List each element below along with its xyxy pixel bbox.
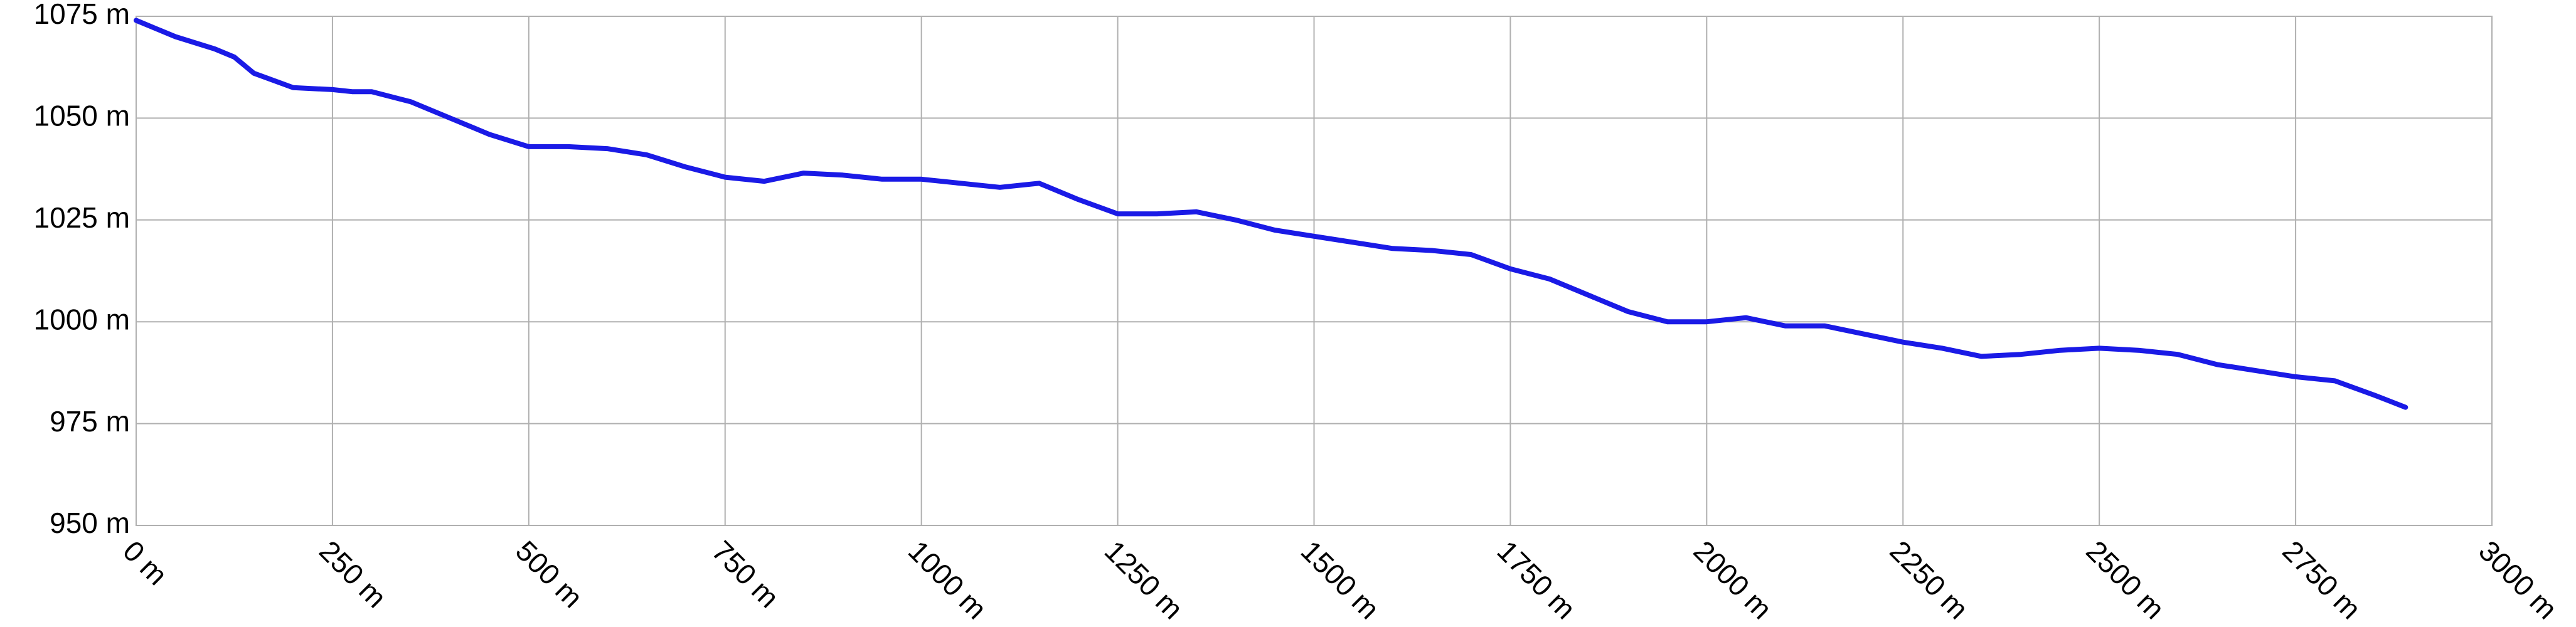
- x-tick-label: 1250 m: [1099, 534, 1190, 625]
- x-tick-label: 0 m: [117, 534, 174, 591]
- x-tick-label: 3000 m: [2472, 534, 2563, 625]
- elevation-line: [134, 18, 2408, 410]
- x-tick-label: 1750 m: [1491, 534, 1582, 625]
- y-tick-label: 975 m: [50, 405, 130, 438]
- y-tick-label: 1025 m: [34, 201, 130, 234]
- x-tick-label: 500 m: [509, 534, 589, 614]
- x-tick-label: 2250 m: [1883, 534, 1974, 625]
- x-tick-label: 250 m: [313, 534, 393, 614]
- y-tick-label: 1000 m: [34, 303, 130, 335]
- x-tick-label: 2000 m: [1688, 534, 1779, 625]
- x-tick-label: 2750 m: [2276, 534, 2367, 625]
- y-tick-label: 1050 m: [34, 100, 130, 132]
- y-tick-label: 1075 m: [34, 0, 130, 30]
- x-tick-label: 1500 m: [1295, 534, 1386, 625]
- x-tick-label: 750 m: [706, 534, 785, 614]
- x-tick-label: 2500 m: [2080, 534, 2171, 625]
- x-tick-label: 1000 m: [902, 534, 993, 625]
- y-tick-label: 950 m: [50, 507, 130, 539]
